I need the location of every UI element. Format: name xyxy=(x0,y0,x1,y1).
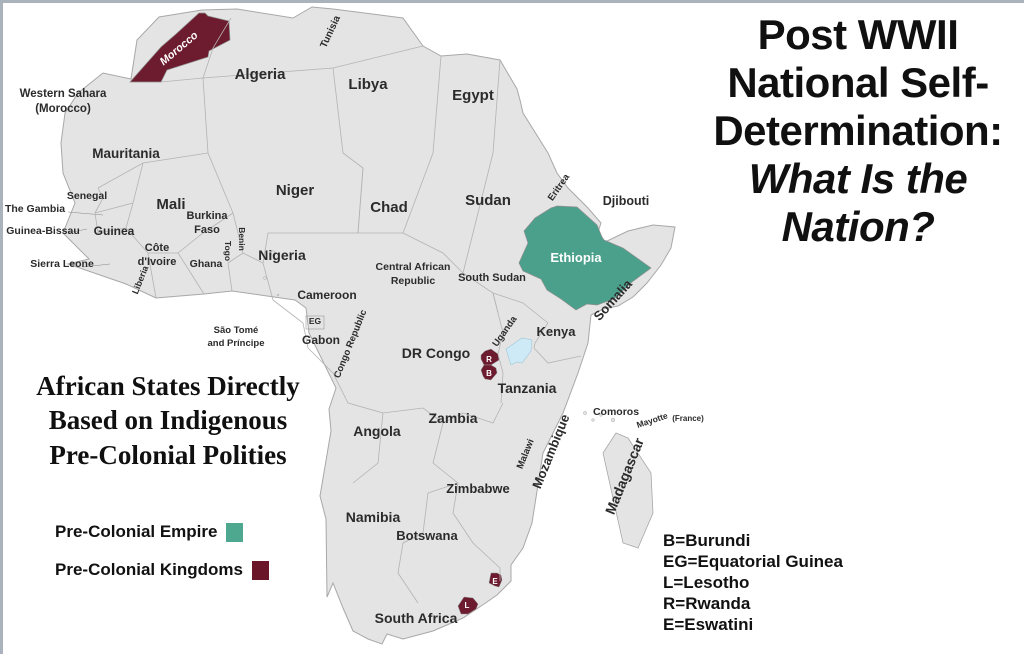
svg-text:Niger: Niger xyxy=(276,182,315,199)
svg-text:Central African: Central African xyxy=(376,261,451,273)
svg-text:Ethiopia: Ethiopia xyxy=(550,250,602,265)
svg-text:Angola: Angola xyxy=(353,423,401,439)
svg-text:L: L xyxy=(465,601,470,610)
svg-text:Tanzania: Tanzania xyxy=(498,380,557,396)
svg-text:The Gambia: The Gambia xyxy=(5,203,65,215)
svg-text:Faso: Faso xyxy=(194,224,220,236)
svg-text:South Africa: South Africa xyxy=(375,610,458,626)
svg-text:Mauritania: Mauritania xyxy=(92,146,160,161)
svg-text:EG: EG xyxy=(309,316,322,326)
svg-text:Namibia: Namibia xyxy=(346,509,401,525)
svg-text:Libya: Libya xyxy=(348,76,388,93)
svg-text:Senegal: Senegal xyxy=(67,190,107,202)
svg-text:Botswana: Botswana xyxy=(396,528,458,543)
svg-text:Ghana: Ghana xyxy=(190,258,223,270)
svg-text:Gabon: Gabon xyxy=(302,333,340,347)
svg-text:Benin: Benin xyxy=(237,227,247,251)
svg-text:Kenya: Kenya xyxy=(536,324,576,339)
svg-text:Nigeria: Nigeria xyxy=(258,247,306,263)
svg-text:(Morocco): (Morocco) xyxy=(35,103,91,115)
svg-text:Chad: Chad xyxy=(370,199,408,216)
svg-text:Togo: Togo xyxy=(223,241,233,261)
svg-text:Sudan: Sudan xyxy=(465,192,511,209)
svg-text:Burkina: Burkina xyxy=(187,210,229,222)
svg-text:E: E xyxy=(492,577,498,586)
svg-text:Mayotte: Mayotte xyxy=(635,410,669,430)
svg-text:R: R xyxy=(486,355,492,364)
svg-text:Guinea: Guinea xyxy=(94,224,135,238)
svg-text:Djibouti: Djibouti xyxy=(603,194,650,208)
svg-text:Guinea-Bissau: Guinea-Bissau xyxy=(6,225,80,237)
svg-text:Comoros: Comoros xyxy=(593,406,639,418)
svg-text:South Sudan: South Sudan xyxy=(458,272,526,284)
svg-text:Republic: Republic xyxy=(391,275,435,287)
svg-text:B: B xyxy=(486,369,492,378)
svg-text:Algeria: Algeria xyxy=(235,66,287,83)
svg-text:Sierra Leone: Sierra Leone xyxy=(30,258,94,270)
svg-text:Zimbabwe: Zimbabwe xyxy=(446,481,510,496)
svg-text:São Tomé: São Tomé xyxy=(214,325,259,336)
svg-text:DR Congo: DR Congo xyxy=(402,345,470,361)
svg-text:Cameroon: Cameroon xyxy=(297,288,356,302)
svg-text:Mali: Mali xyxy=(156,196,185,213)
svg-text:Egypt: Egypt xyxy=(452,87,494,104)
svg-text:Côte: Côte xyxy=(145,242,169,254)
svg-text:(France): (France) xyxy=(672,414,704,423)
svg-text:Zambia: Zambia xyxy=(428,410,477,426)
svg-text:and Príncipe: and Príncipe xyxy=(207,338,264,349)
svg-text:Western Sahara: Western Sahara xyxy=(20,88,107,100)
